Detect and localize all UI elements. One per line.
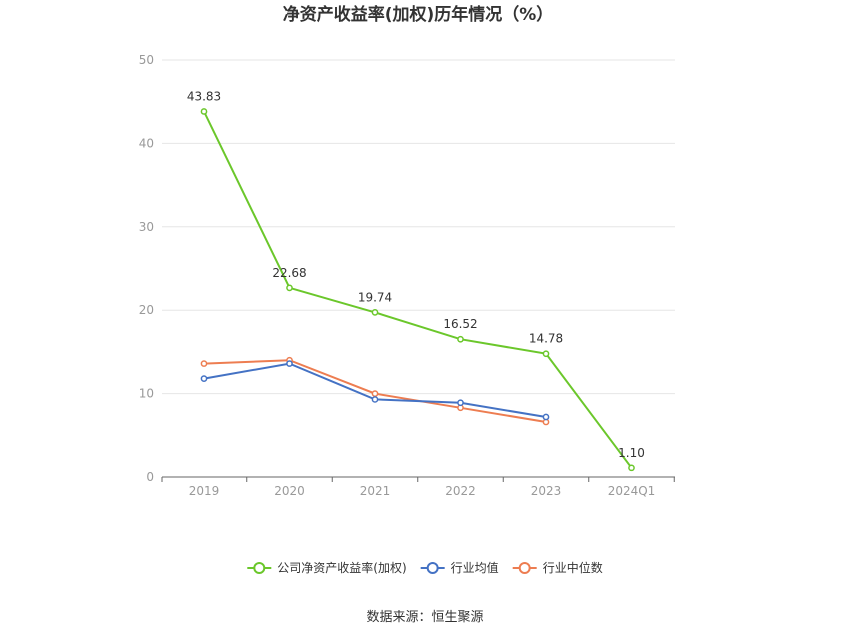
legend-item-0[interactable]: 公司净资产收益率(加权) bbox=[247, 560, 407, 575]
data-point[interactable] bbox=[200, 108, 208, 115]
x-tick-label: 2023 bbox=[531, 484, 562, 498]
series-lines bbox=[200, 108, 635, 472]
data-label: 43.83 bbox=[187, 89, 221, 103]
data-label: 22.68 bbox=[272, 266, 306, 280]
x-tick-label: 2024Q1 bbox=[608, 484, 656, 498]
grid-lines bbox=[162, 59, 675, 395]
legend-marker bbox=[253, 562, 266, 574]
legend-label: 行业中位数 bbox=[543, 560, 603, 575]
x-tick-label: 2021 bbox=[360, 484, 391, 498]
data-point[interactable] bbox=[542, 350, 550, 358]
data-point[interactable] bbox=[371, 309, 379, 316]
data-point[interactable] bbox=[457, 399, 464, 407]
data-point[interactable] bbox=[628, 464, 635, 472]
x-tick-label: 2020 bbox=[274, 484, 305, 498]
y-tick-label: 0 bbox=[146, 470, 154, 484]
data-label: 19.74 bbox=[358, 290, 392, 304]
legend-item-1[interactable]: 行业均值 bbox=[420, 560, 499, 575]
data-label: 1.10 bbox=[618, 446, 645, 460]
legend[interactable]: 公司净资产收益率(加权) 行业均值 行业中位数 bbox=[247, 560, 603, 575]
data-label: 14.78 bbox=[529, 332, 563, 346]
axes: 0 10 20 30 40 50 2019 2020 2021 2022 2023 2024Q1 bbox=[139, 53, 675, 498]
x-tick-label: 2022 bbox=[445, 484, 476, 498]
data-point[interactable] bbox=[200, 360, 208, 367]
data-labels: 43.83 22.68 19.74 16.52 14.78 1.10 bbox=[187, 89, 645, 459]
data-point[interactable] bbox=[371, 390, 379, 397]
y-tick-label: 30 bbox=[139, 220, 154, 234]
data-point[interactable] bbox=[542, 413, 550, 421]
legend-marker bbox=[426, 562, 439, 574]
data-point[interactable] bbox=[200, 375, 208, 382]
y-tick-label: 50 bbox=[139, 53, 154, 67]
chart-title: 净资产收益率(加权)历年情况（%） bbox=[283, 4, 554, 25]
data-label: 16.52 bbox=[443, 317, 477, 331]
data-point[interactable] bbox=[371, 396, 379, 403]
y-tick-label: 20 bbox=[139, 303, 154, 317]
legend-label: 公司净资产收益率(加权) bbox=[277, 560, 406, 575]
data-source-note: 数据来源：恒生聚源 bbox=[366, 610, 483, 625]
y-tick-label: 10 bbox=[139, 387, 154, 401]
data-point[interactable] bbox=[286, 360, 293, 367]
legend-label: 行业均值 bbox=[451, 560, 499, 575]
y-tick-label: 40 bbox=[139, 136, 154, 150]
series-line-0 bbox=[203, 111, 633, 469]
legend-item-2[interactable]: 行业中位数 bbox=[512, 560, 603, 575]
data-point[interactable] bbox=[286, 284, 293, 292]
data-point[interactable] bbox=[457, 335, 464, 343]
x-tick-label: 2019 bbox=[189, 484, 220, 498]
legend-marker bbox=[518, 562, 531, 574]
